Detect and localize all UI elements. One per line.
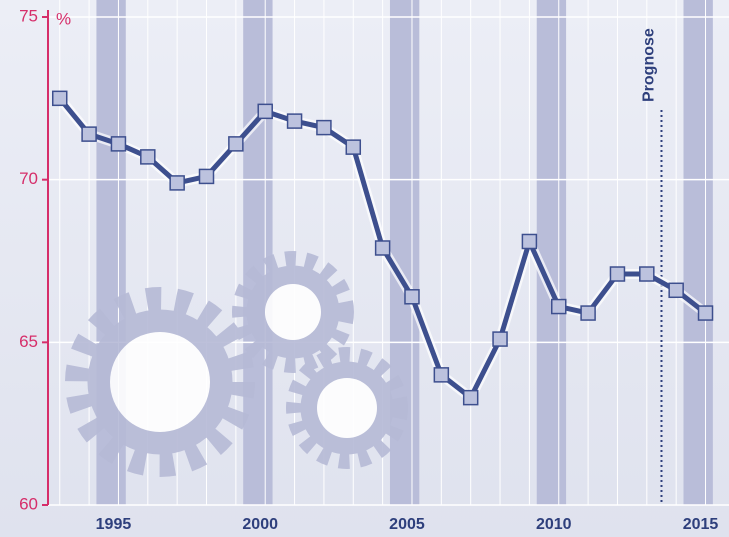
x-tick-label: 1995 xyxy=(96,516,132,533)
marker xyxy=(140,149,156,165)
marker xyxy=(521,233,538,250)
gear-hole xyxy=(110,332,210,432)
marker xyxy=(169,175,185,191)
marker xyxy=(404,289,420,305)
marker xyxy=(492,331,508,347)
marker xyxy=(462,389,479,406)
bands xyxy=(96,0,713,505)
marker xyxy=(286,113,303,129)
band xyxy=(243,0,273,505)
marker xyxy=(697,305,714,321)
marker xyxy=(580,305,596,321)
x-tick-label: 2010 xyxy=(536,516,572,533)
x-tick-label: 2000 xyxy=(242,516,278,533)
y-tick-label: 70 xyxy=(19,169,38,188)
marker xyxy=(639,266,655,282)
gear-hole xyxy=(317,378,377,438)
annotation: Prognose xyxy=(641,28,658,102)
marker xyxy=(228,136,244,152)
band xyxy=(389,0,420,505)
marker xyxy=(345,139,362,155)
marker xyxy=(110,136,127,152)
band xyxy=(683,0,713,505)
gear-teeth xyxy=(65,287,255,477)
y-tick-label: 65 xyxy=(19,332,38,351)
x-tick-label: 2015 xyxy=(683,516,719,533)
marker xyxy=(609,266,626,282)
band xyxy=(536,0,567,505)
marker xyxy=(316,119,332,136)
marker xyxy=(81,126,97,142)
marker xyxy=(433,367,450,383)
marker xyxy=(551,298,567,315)
x-tick-label: 2005 xyxy=(389,516,425,533)
gears xyxy=(65,251,408,477)
y-tick-label: 75 xyxy=(19,6,38,25)
gear-teeth xyxy=(286,347,408,469)
gear-teeth xyxy=(232,251,354,373)
marker xyxy=(51,90,68,107)
marker xyxy=(668,282,684,299)
marker xyxy=(198,168,215,185)
y-unit-label: % xyxy=(56,9,71,28)
marker xyxy=(257,103,273,120)
marker xyxy=(374,240,391,256)
gear-hole xyxy=(265,284,321,340)
y-tick-label: 60 xyxy=(19,494,38,513)
